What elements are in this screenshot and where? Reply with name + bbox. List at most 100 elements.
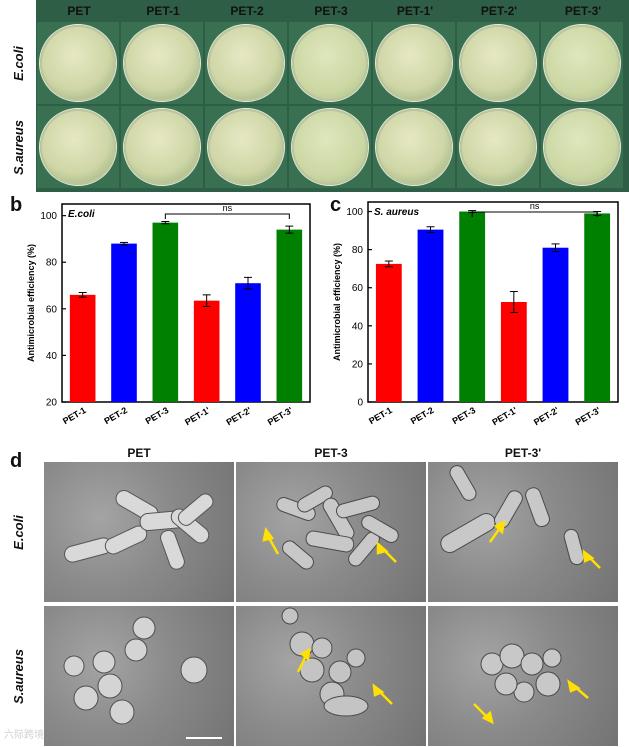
arrow-icon <box>262 527 397 563</box>
sem-image-pet3prime-saureus <box>428 606 618 746</box>
bar <box>459 211 486 402</box>
y-tick-label: 60 <box>46 304 58 315</box>
petri-plate-photo <box>289 22 371 104</box>
petri-plate-photo <box>541 106 623 188</box>
sem-rods-damaged <box>440 465 601 569</box>
y-tick-label: 80 <box>352 245 364 256</box>
petri-plate-photo <box>205 106 287 188</box>
bar <box>69 294 96 402</box>
petri-plate-photo <box>121 22 203 104</box>
arrow-icon <box>488 519 601 569</box>
petri-plate-photo <box>373 22 455 104</box>
significance-bracket <box>164 213 290 219</box>
sem-image-pet3-ecoli <box>236 462 426 602</box>
x-tick-label: PET-2 <box>102 405 129 426</box>
x-tick-label: PET-1' <box>183 405 212 427</box>
x-tick-label: PET-2' <box>532 405 561 427</box>
plot-frame <box>367 201 619 403</box>
sem-col-label-pet3: PET-3 <box>314 446 348 460</box>
chart-title: S. aureus <box>374 207 419 218</box>
petri-plate-photo <box>373 106 455 188</box>
petri-plate-photo <box>205 22 287 104</box>
sem-row-label-saureus: S.aureus <box>10 648 26 704</box>
bar <box>276 229 303 402</box>
y-tick-label: 80 <box>46 258 58 269</box>
bar <box>417 229 444 402</box>
x-tick-label: PET-2 <box>409 405 436 426</box>
x-tick-label: PET-1' <box>490 405 519 427</box>
petri-dish <box>544 25 620 101</box>
x-tick-label: PET-3 <box>451 405 478 426</box>
petri-plate-photo <box>37 22 119 104</box>
y-tick-label: 100 <box>346 207 363 218</box>
petri-dish <box>40 109 116 185</box>
plate-col-label: PET-1' <box>396 4 434 18</box>
petri-dish <box>40 25 116 101</box>
y-axis-label: Antimicrobial efficiency (%) <box>26 244 36 362</box>
bar <box>152 222 179 402</box>
bar <box>584 213 611 402</box>
sem-col-label-pet: PET <box>127 446 151 460</box>
y-tick-label: 60 <box>352 283 364 294</box>
chart-title: E.coli <box>68 209 95 220</box>
plot-frame <box>61 203 311 403</box>
bar <box>193 300 220 402</box>
arrow-icon <box>473 679 589 725</box>
plate-row-label-saureus: S.aureus <box>10 119 26 175</box>
bar <box>542 247 569 402</box>
petri-dish <box>460 25 536 101</box>
sem-col-label-pet3prime: PET-3' <box>504 446 542 460</box>
plate-col-label: PET-1 <box>146 4 180 18</box>
y-tick-label: 100 <box>40 211 57 222</box>
watermark: 六际跨境 <box>4 730 44 741</box>
petri-dish <box>460 109 536 185</box>
sem-cocci-damaged <box>473 643 589 725</box>
sem-image-pet3-saureus <box>236 606 426 746</box>
plate-col-label: PET <box>67 4 91 18</box>
plate-col-label: PET-2' <box>480 4 518 18</box>
sem-cocci-damaged <box>281 607 393 717</box>
petri-dish <box>208 109 284 185</box>
y-tick-label: 0 <box>357 398 363 409</box>
y-tick-label: 40 <box>352 321 364 332</box>
significance-label: ns <box>530 201 540 211</box>
y-tick-label: 20 <box>352 359 364 370</box>
petri-dish <box>376 25 452 101</box>
x-tick-label: PET-3' <box>266 405 295 427</box>
sem-image-pet-ecoli <box>44 462 234 602</box>
bar <box>500 302 527 402</box>
sem-image-pet3prime-ecoli <box>428 462 618 602</box>
petri-plate-photo <box>121 106 203 188</box>
petri-plate-photo <box>289 106 371 188</box>
y-tick-label: 20 <box>46 398 58 409</box>
petri-plate-photo <box>457 22 539 104</box>
plate-col-label: PET-2 <box>230 4 264 18</box>
panel-letter-b: b <box>10 194 23 216</box>
x-tick-label: PET-3 <box>144 405 171 426</box>
plate-photo-grid <box>36 0 629 192</box>
plate-col-label: PET-3 <box>314 4 348 18</box>
sem-row-label-ecoli: E.coli <box>10 514 26 550</box>
chart-c-saureus-efficiency: 0 20 40 60 80 100 Antimicrobial efficiency (%)… <box>332 201 619 427</box>
petri-dish <box>124 109 200 185</box>
significance-label: ns <box>223 203 233 213</box>
significance-bracket <box>471 211 598 217</box>
plate-row-label-ecoli: E.coli <box>10 45 26 81</box>
petri-plate-photo <box>37 106 119 188</box>
petri-dish <box>292 25 368 101</box>
arrow-icon <box>296 647 393 705</box>
sem-rods-intact <box>64 490 214 570</box>
sem-cocci-intact <box>63 616 222 739</box>
x-tick-label: PET-3' <box>574 405 603 427</box>
x-tick-label: PET-1 <box>367 405 394 426</box>
panel-letter-c: c <box>330 194 342 216</box>
petri-dish <box>208 25 284 101</box>
petri-plate-photo <box>457 106 539 188</box>
y-axis-label: Antimicrobial efficiency (%) <box>332 243 342 361</box>
bar <box>235 283 261 402</box>
bar <box>375 263 402 402</box>
petri-dish <box>124 25 200 101</box>
plate-col-label: PET-3' <box>564 4 602 18</box>
sem-image-pet-saureus <box>44 606 234 746</box>
petri-dish <box>292 109 368 185</box>
